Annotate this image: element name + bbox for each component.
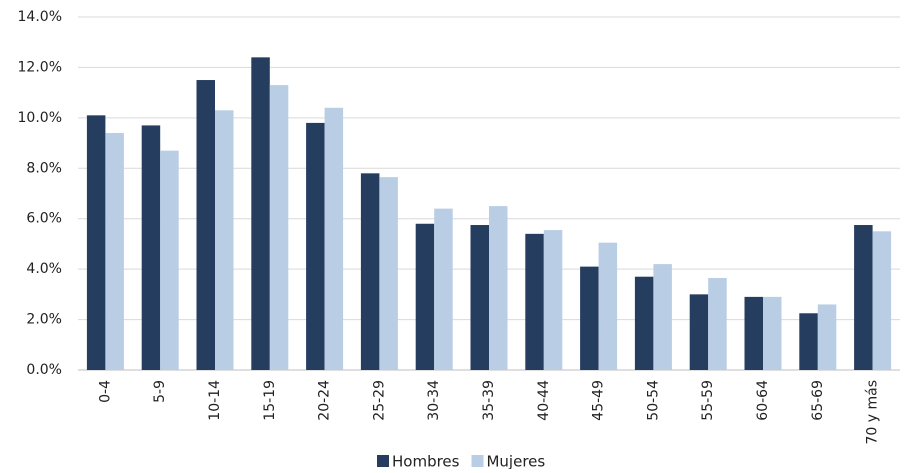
x-tick-label: 55-59 — [700, 380, 716, 421]
bar — [598, 242, 618, 370]
legend-swatch — [377, 455, 389, 467]
x-tick-label: 20-24 — [317, 380, 333, 421]
bar — [525, 233, 544, 370]
x-tick-label: 35-39 — [481, 380, 497, 421]
bar — [653, 264, 672, 370]
x-tick-label: 15-19 — [262, 380, 278, 421]
x-tick-label: 40-44 — [536, 380, 552, 421]
y-tick-label: 8.0% — [26, 160, 62, 176]
x-tick-label: 65-69 — [810, 380, 826, 421]
bar — [415, 223, 435, 370]
legend-label: Mujeres — [486, 453, 545, 470]
bar — [689, 294, 709, 370]
bar — [360, 173, 380, 370]
bar — [141, 125, 161, 371]
x-tick-label: 70 y más — [865, 380, 881, 445]
bar — [854, 225, 873, 370]
bar — [86, 115, 106, 370]
bar — [324, 107, 344, 371]
bar — [269, 85, 289, 370]
bar — [543, 230, 563, 370]
bar — [708, 277, 727, 370]
bar — [470, 225, 489, 370]
bar — [379, 177, 398, 370]
bar — [763, 296, 782, 370]
y-tick-label: 10.0% — [18, 110, 62, 126]
y-tick-label: 14.0% — [18, 9, 62, 25]
bar — [251, 57, 270, 370]
bar — [215, 110, 234, 371]
x-tick-label: 45-49 — [591, 380, 607, 421]
bar — [105, 132, 124, 370]
legend-label: Hombres — [392, 453, 460, 470]
x-tick-label: 10-14 — [207, 380, 223, 421]
x-tick-label: 60-64 — [755, 380, 771, 421]
bar — [434, 208, 453, 370]
x-tick-label: 5-9 — [152, 380, 168, 403]
bar — [489, 206, 508, 370]
y-tick-label: 4.0% — [26, 261, 62, 277]
bar — [196, 80, 215, 371]
bar — [872, 231, 892, 370]
y-tick-label: 0.0% — [26, 362, 62, 378]
legend-swatch — [471, 455, 484, 467]
bar — [817, 304, 837, 370]
x-tick-label: 0-4 — [97, 380, 113, 403]
bar — [306, 122, 325, 371]
x-tick-label: 30-34 — [426, 380, 442, 421]
bar — [744, 296, 763, 370]
bar — [580, 266, 599, 370]
bar — [799, 313, 818, 370]
y-tick-label: 6.0% — [26, 211, 62, 227]
y-tick-label: 12.0% — [18, 59, 62, 75]
bar — [160, 150, 179, 370]
bar — [634, 276, 654, 370]
y-tick-label: 2.0% — [26, 312, 62, 328]
x-tick-label: 50-54 — [645, 380, 661, 421]
x-tick-label: 25-29 — [371, 380, 387, 421]
